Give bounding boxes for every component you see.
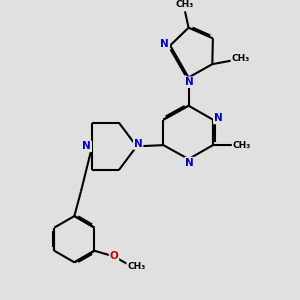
Text: N: N xyxy=(134,139,142,149)
Text: N: N xyxy=(82,141,91,151)
Text: O: O xyxy=(110,251,118,261)
Text: CH₃: CH₃ xyxy=(176,0,194,9)
Text: N: N xyxy=(185,158,194,168)
Text: N: N xyxy=(214,113,223,123)
Text: N: N xyxy=(185,77,194,87)
Text: CH₃: CH₃ xyxy=(232,141,251,150)
Text: CH₃: CH₃ xyxy=(231,54,250,63)
Text: CH₃: CH₃ xyxy=(127,262,145,271)
Text: N: N xyxy=(160,39,169,49)
